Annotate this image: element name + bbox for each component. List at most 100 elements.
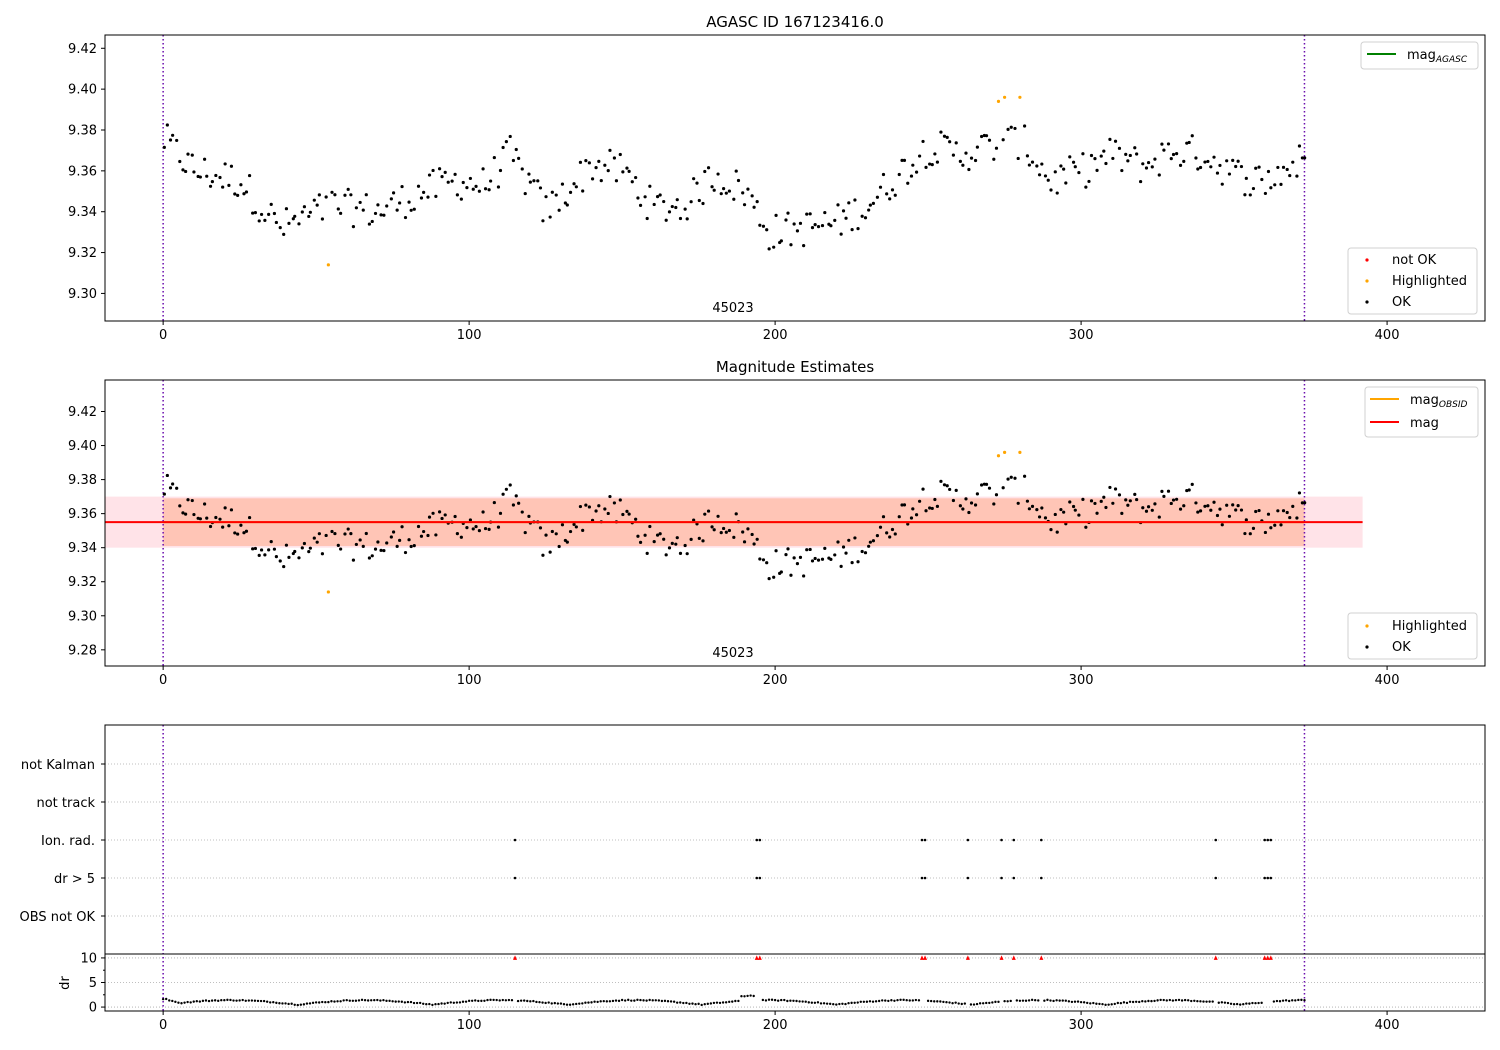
panel2-ok-point	[933, 497, 937, 502]
panel2-ok-point	[205, 516, 209, 520]
dr-point	[244, 999, 247, 1002]
panel1-ok-point	[900, 158, 904, 163]
panel2-ok-point	[1062, 510, 1066, 514]
panel2-ok-point	[767, 577, 771, 581]
dr-point	[559, 1002, 563, 1005]
panel2-ok-point	[198, 517, 202, 521]
panel1-ok-point	[1016, 156, 1020, 161]
dr-point	[201, 999, 205, 1003]
dr-point	[620, 998, 624, 1002]
dr-point	[844, 1002, 847, 1006]
panel1-ok-point	[1203, 160, 1207, 164]
panel2-ok-point	[914, 513, 919, 517]
panel2-ok-point	[364, 531, 368, 536]
dr-point	[954, 1001, 957, 1004]
panel2-ok-point	[701, 539, 705, 543]
panel1-ok-point	[984, 134, 989, 138]
panel2-ok-point	[409, 544, 413, 549]
dr-point	[773, 998, 777, 1002]
panel1-ok-point	[784, 218, 788, 222]
dr-point	[317, 1001, 321, 1004]
panel2-ok-point	[1126, 503, 1130, 507]
panel2-ok-point	[667, 546, 672, 550]
dr-point	[669, 1000, 673, 1003]
panel2-ok-point	[233, 531, 237, 535]
dr-point	[890, 999, 893, 1002]
dr-point	[1202, 1000, 1205, 1003]
dr-point	[1257, 1001, 1260, 1005]
panel2-ok-point	[792, 556, 796, 560]
panel2-ok-point	[823, 546, 827, 550]
panel2-ok-point	[1218, 507, 1222, 511]
panel2-ok-point	[330, 529, 334, 534]
panel2-ok-point	[370, 554, 374, 558]
panel1-ok-point	[1291, 160, 1295, 164]
panel1-ok-point	[409, 208, 413, 212]
dr-point	[816, 1001, 820, 1004]
dr-point	[376, 998, 379, 1002]
dr-point	[1067, 1000, 1071, 1003]
panel1-ok-point	[732, 197, 736, 201]
panel2-ok-point	[1006, 477, 1010, 481]
panel1-ok-point	[587, 161, 591, 165]
panel1-ok-point	[594, 166, 598, 170]
dr-point	[672, 1000, 676, 1003]
dr-point	[373, 998, 376, 1002]
panel1-ok-point	[810, 225, 815, 230]
dr-point	[911, 999, 915, 1002]
panel1-ok-point	[317, 193, 321, 197]
ion-rad-flag-point	[923, 838, 927, 842]
panel1-ok-point	[184, 169, 188, 174]
panel1-ok-point	[636, 196, 640, 200]
panel1-ok-point	[459, 197, 463, 201]
panel2-ok-point	[333, 531, 337, 536]
panel1-ok-point	[939, 130, 943, 134]
dr-point	[366, 999, 370, 1002]
panel1-ok-point	[816, 225, 821, 229]
panel1-ok-point	[1135, 152, 1139, 156]
panel2-ok-point	[1182, 504, 1186, 508]
panel1-ok-point	[282, 232, 286, 236]
panel2-ok-point	[186, 498, 190, 502]
panel2-ok-point	[994, 493, 999, 497]
panel1-ok-point	[906, 181, 910, 185]
panel1-ok-point	[308, 210, 312, 214]
panel2-ok-point	[645, 551, 649, 555]
panel1-ok-point	[1055, 191, 1059, 195]
panel2-ok-point	[443, 513, 447, 517]
dr-point	[1183, 998, 1187, 1002]
panel1-ok-point	[1025, 154, 1030, 158]
panel2-ok-point	[652, 540, 656, 544]
panel2-ok-point	[878, 525, 883, 529]
panel2-ok-point	[236, 532, 240, 536]
panel2-ok-point	[987, 486, 992, 490]
panel1-ok-point	[450, 179, 454, 183]
panel2-highlighted-point	[1018, 450, 1022, 454]
dr-point	[357, 999, 361, 1002]
panel2-highlighted-point	[996, 454, 1001, 458]
dr-point	[985, 1001, 988, 1005]
panel1-ok-point	[606, 169, 610, 173]
panel2-ok-point	[416, 524, 421, 529]
panel1-ok-point	[722, 187, 726, 191]
panel2-ok-point	[1243, 531, 1247, 536]
dr-point	[978, 1002, 982, 1005]
panel1-ok-point	[336, 207, 340, 211]
panel2-ok-point	[239, 523, 243, 527]
dr-point	[213, 999, 217, 1002]
dr-point	[724, 1001, 728, 1004]
panel2-ok-point	[1281, 509, 1286, 513]
panel1-ok-point	[719, 192, 723, 196]
dr-point	[1107, 1003, 1110, 1006]
dr-point	[871, 1000, 875, 1003]
panel1-ok-point	[1027, 163, 1031, 167]
dr-point	[223, 999, 226, 1002]
dr-point	[339, 1000, 342, 1003]
dr-point	[822, 1002, 826, 1005]
panel1-ok-point	[1182, 159, 1186, 163]
panel2-ok-point	[746, 527, 750, 531]
panel2-ok-point	[608, 494, 612, 499]
panel1-ok-point	[1150, 165, 1154, 169]
panel2-ok-point	[710, 525, 714, 529]
